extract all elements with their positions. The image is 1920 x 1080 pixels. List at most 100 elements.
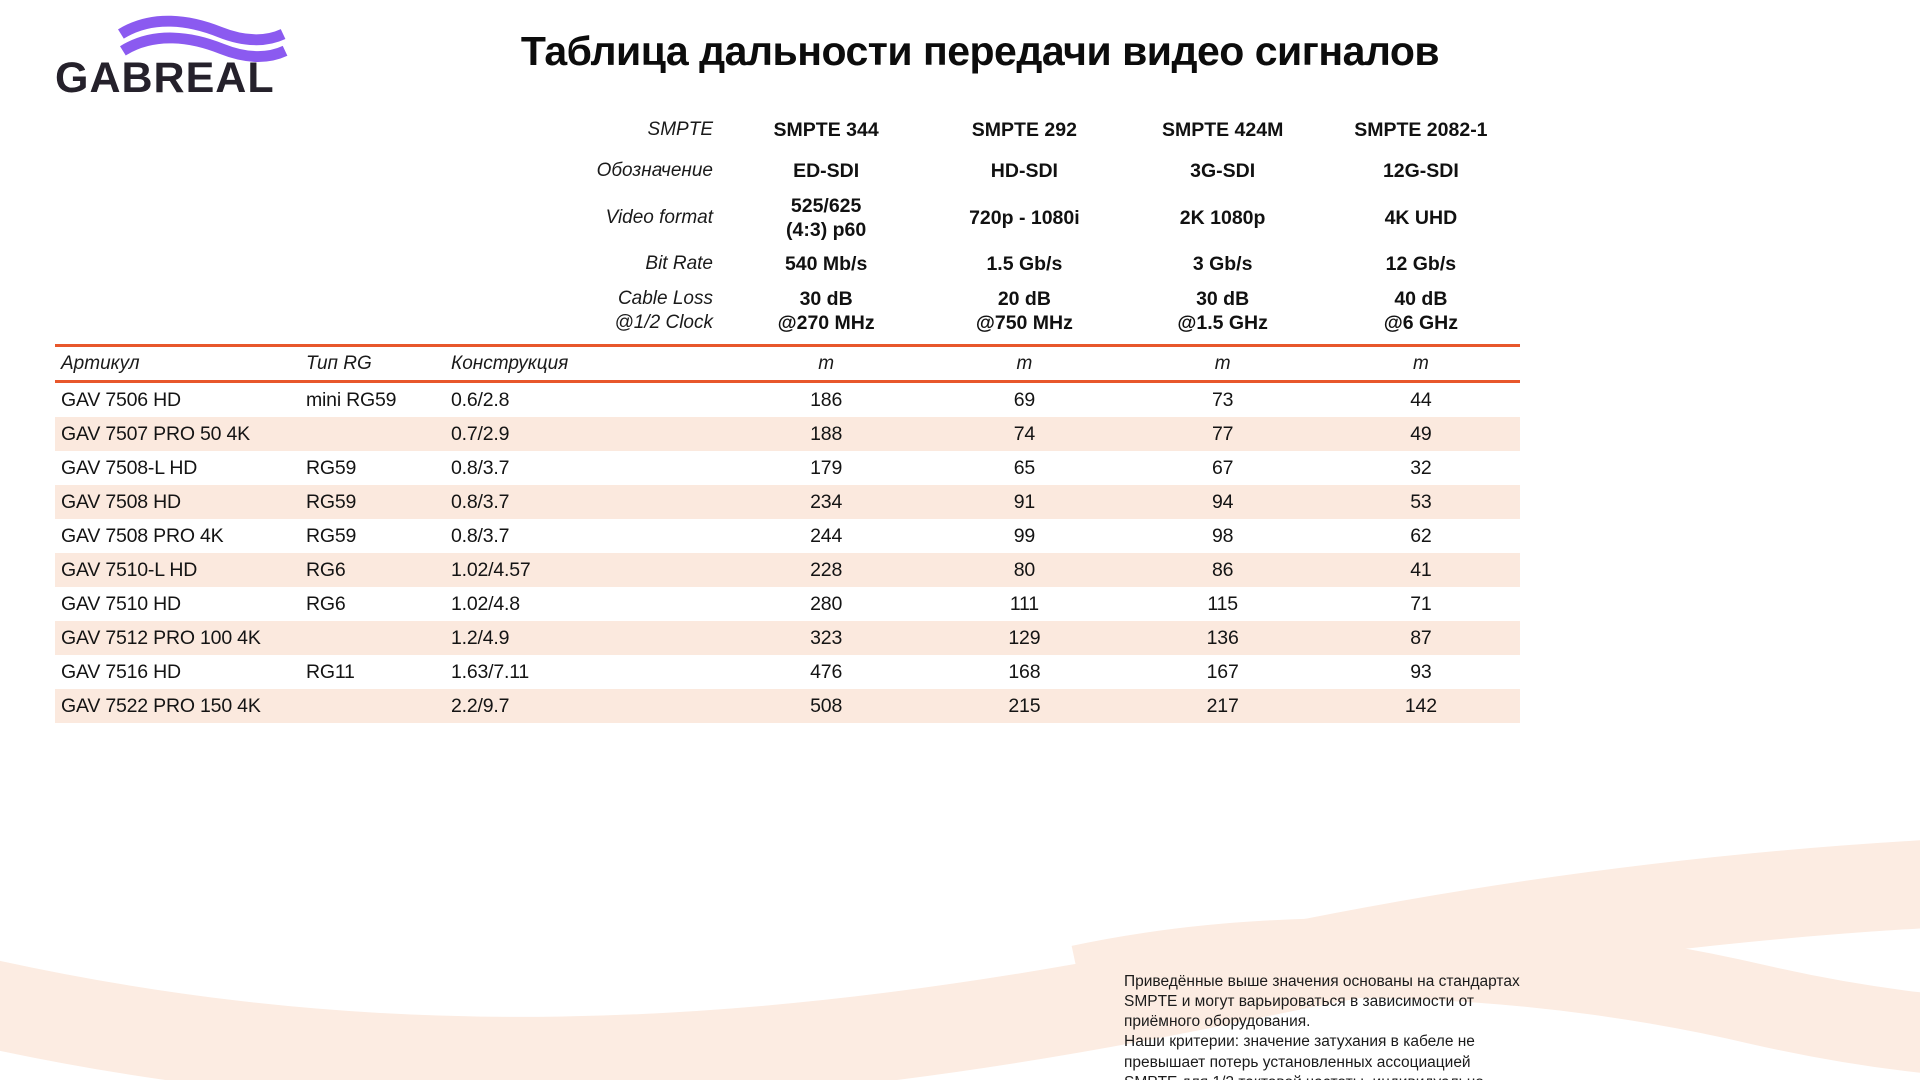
spec-value: 4K UHD [1384,206,1458,229]
cell-distance: 94 [1211,490,1234,513]
wave-band-main [0,840,1920,1080]
spec-value: 1.5 Gb/s [986,252,1063,275]
cell-distance: 49 [1410,422,1432,445]
spec-value: 40 dB @6 GHz [1383,287,1459,334]
spec-row-smpte: SMPTE SMPTE 344 SMPTE 292 SMPTE 424M SMP… [55,110,1520,150]
spec-value: 540 Mb/s [784,252,868,275]
spec-row-video-format: Video format 525/625 (4:3) p60 720p - 10… [55,192,1520,244]
col-header-unit-m: m [818,352,835,374]
cell-distance: 129 [1008,626,1041,649]
cell-distance: 98 [1211,524,1234,547]
spec-row-cable-loss: Cable Loss @1/2 Clock 30 dB @270 MHz 20 … [55,284,1520,338]
cell-construction: 0.8/3.7 [451,456,510,479]
spec-value: ED-SDI [793,159,860,182]
cell-rg-type: RG6 [306,592,346,615]
footnote-line-2: Наши критерии: значение затухания в кабе… [1124,1033,1484,1080]
logo-waves-icon [118,15,288,62]
cell-distance: 179 [810,456,843,479]
table-row: GAV 7516 HD RG11 1.63/7.11 476 168 167 9… [55,655,1520,689]
col-header-construction: Конструкция [451,352,569,374]
cell-rg-type: mini RG59 [306,388,397,411]
cell-distance: 86 [1211,558,1234,581]
cell-article: GAV 7516 HD [61,660,181,683]
cell-distance: 67 [1211,456,1234,479]
cell-construction: 0.6/2.8 [451,388,510,411]
cell-construction: 1.2/4.9 [451,626,510,649]
cell-distance: 280 [810,592,843,615]
brand-logo: GABREAL [55,8,315,108]
cell-distance: 73 [1211,388,1234,411]
spec-value: SMPTE 2082-1 [1354,118,1488,141]
spec-row-designation: Обозначение ED-SDI HD-SDI 3G-SDI 12G-SDI [55,150,1520,192]
brand-name: GABREAL [55,54,275,102]
cell-distance: 323 [810,626,843,649]
footnote: Приведённые выше значения основаны на ст… [1124,972,1524,1080]
cell-construction: 2.2/9.7 [451,694,510,717]
cell-distance: 217 [1206,694,1239,717]
cell-distance: 215 [1008,694,1041,717]
spec-label: Video format [605,207,713,229]
cell-construction: 1.63/7.11 [451,660,530,683]
cell-distance: 77 [1211,422,1234,445]
spec-value: SMPTE 344 [773,118,879,141]
cell-article: GAV 7508 PRO 4K [61,524,224,547]
cell-construction: 0.8/3.7 [451,490,510,513]
cell-distance: 65 [1013,456,1036,479]
table-header-row: Артикул Тип RG Конструкция m m m m [55,344,1520,383]
page-title: Таблица дальности передачи видео сигнало… [520,28,1440,74]
cell-article: GAV 7512 PRO 100 4K [61,626,261,649]
col-header-unit-m: m [1214,352,1231,374]
cell-rg-type: RG59 [306,490,357,513]
spec-value: 2K 1080p [1179,206,1266,229]
spec-label: Обозначение [596,160,713,182]
spec-value: SMPTE 424M [1161,118,1284,141]
cell-distance: 168 [1008,660,1041,683]
spec-value: 12G-SDI [1382,159,1459,182]
cell-article: GAV 7510 HD [61,592,181,615]
cell-construction: 1.02/4.8 [451,592,520,615]
cell-distance: 167 [1206,660,1239,683]
cell-distance: 62 [1410,524,1432,547]
cell-distance: 228 [810,558,843,581]
cell-distance: 93 [1410,660,1432,683]
cell-rg-type: RG11 [306,660,355,683]
cell-distance: 44 [1410,388,1432,411]
table-row: GAV 7510 HD RG6 1.02/4.8 280 111 115 71 [55,587,1520,621]
cell-article: GAV 7508 HD [61,490,181,513]
cell-rg-type: RG6 [306,558,346,581]
cell-distance: 244 [810,524,843,547]
cell-construction: 1.02/4.57 [451,558,531,581]
spec-value: 720p - 1080i [969,206,1080,229]
table-row: GAV 7508-L HD RG59 0.8/3.7 179 65 67 32 [55,451,1520,485]
cell-distance: 99 [1013,524,1036,547]
table-row: GAV 7510-L HD RG6 1.02/4.57 228 80 86 41 [55,553,1520,587]
cell-distance: 74 [1013,422,1036,445]
table-row: GAV 7506 HD mini RG59 0.6/2.8 186 69 73 … [55,383,1520,417]
smpte-spec-block: SMPTE SMPTE 344 SMPTE 292 SMPTE 424M SMP… [55,110,1520,338]
table-row: GAV 7507 PRO 50 4K 0.7/2.9 188 74 77 49 [55,417,1520,451]
spec-value: 525/625 (4:3) p60 [786,194,867,241]
cell-distance: 188 [810,422,843,445]
col-header-article: Артикул [61,352,140,374]
footnote-line-1: Приведённые выше значения основаны на ст… [1124,973,1520,1031]
spec-row-bit-rate: Bit Rate 540 Mb/s 1.5 Gb/s 3 Gb/s 12 Gb/… [55,244,1520,284]
cell-distance: 71 [1410,592,1432,615]
cell-distance: 142 [1404,694,1437,717]
cell-distance: 136 [1206,626,1239,649]
cell-construction: 0.8/3.7 [451,524,510,547]
spec-label: Cable Loss @1/2 Clock [614,288,714,333]
cell-article: GAV 7522 PRO 150 4K [61,694,261,717]
cell-rg-type: RG59 [306,524,357,547]
col-header-rg-type: Тип RG [306,352,372,374]
cell-article: GAV 7510-L HD [61,558,198,581]
spec-label: SMPTE [647,119,713,141]
table-row: GAV 7508 HD RG59 0.8/3.7 234 91 94 53 [55,485,1520,519]
table-row: GAV 7508 PRO 4K RG59 0.8/3.7 244 99 98 6… [55,519,1520,553]
table-row: GAV 7522 PRO 150 4K 2.2/9.7 508 215 217 … [55,689,1520,723]
spec-value: SMPTE 292 [971,118,1077,141]
cell-distance: 234 [810,490,843,513]
cell-distance: 53 [1410,490,1432,513]
cell-distance: 80 [1013,558,1036,581]
cell-distance: 91 [1013,490,1036,513]
